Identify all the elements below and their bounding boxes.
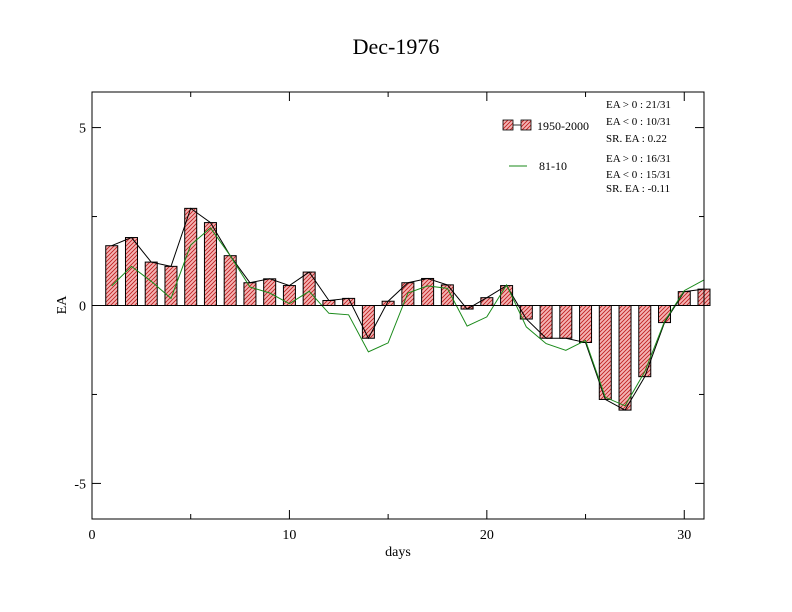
bar-day-12 <box>322 300 336 307</box>
bar-connector-line <box>111 207 705 411</box>
legend-label-1950-2000: 1950-2000 <box>537 119 589 133</box>
bar-day-3 <box>144 261 158 307</box>
bar-day-23 <box>539 305 553 339</box>
bar-day-1 <box>105 245 119 306</box>
x-tick-label-20: 20 <box>480 528 494 543</box>
stat-ea-negative-81-10: EA < 0 : 15/31 <box>606 169 671 181</box>
x-tick-label-10: 10 <box>282 528 296 543</box>
stat-ea-negative-1950: EA < 0 : 10/31 <box>606 116 671 128</box>
bar-day-6 <box>203 222 217 306</box>
y-axis-label: EA <box>55 295 70 315</box>
bar-day-27 <box>618 305 632 411</box>
y-tick-label-0: 0 <box>79 300 86 315</box>
stats-annotations: EA > 0 : 21/31 EA < 0 : 10/31 SR. EA : 0… <box>606 99 671 195</box>
series-line-81-10 <box>111 227 705 407</box>
x-tick-label-0: 0 <box>89 528 96 543</box>
legend-swatch-bar-left <box>502 119 514 131</box>
bar-day-20 <box>480 297 494 306</box>
bar-day-10 <box>282 285 296 306</box>
stat-sr-ea-81-10: SR. EA : -0.11 <box>606 183 670 195</box>
bar-day-17 <box>421 277 435 306</box>
legend: 1950-2000 81-10 <box>502 119 589 173</box>
bar-day-11 <box>302 271 316 306</box>
y-tick-label--5: -5 <box>74 477 86 492</box>
legend-swatch-bar-right <box>520 119 532 131</box>
bar-day-24 <box>559 305 573 339</box>
legend-label-81-10: 81-10 <box>539 159 567 173</box>
stat-ea-positive-1950: EA > 0 : 21/31 <box>606 99 671 111</box>
bar-day-14 <box>361 305 375 339</box>
chart-title: Dec-1976 <box>353 34 440 59</box>
y-tick-label-5: 5 <box>79 122 86 137</box>
stat-ea-positive-81-10: EA > 0 : 16/31 <box>606 153 671 165</box>
x-tick-label-30: 30 <box>677 528 691 543</box>
bar-day-2 <box>124 237 138 306</box>
stat-sr-ea-1950: SR. EA : 0.22 <box>606 133 667 145</box>
bar-day-25 <box>579 305 593 344</box>
x-axis-label: days <box>385 545 411 560</box>
